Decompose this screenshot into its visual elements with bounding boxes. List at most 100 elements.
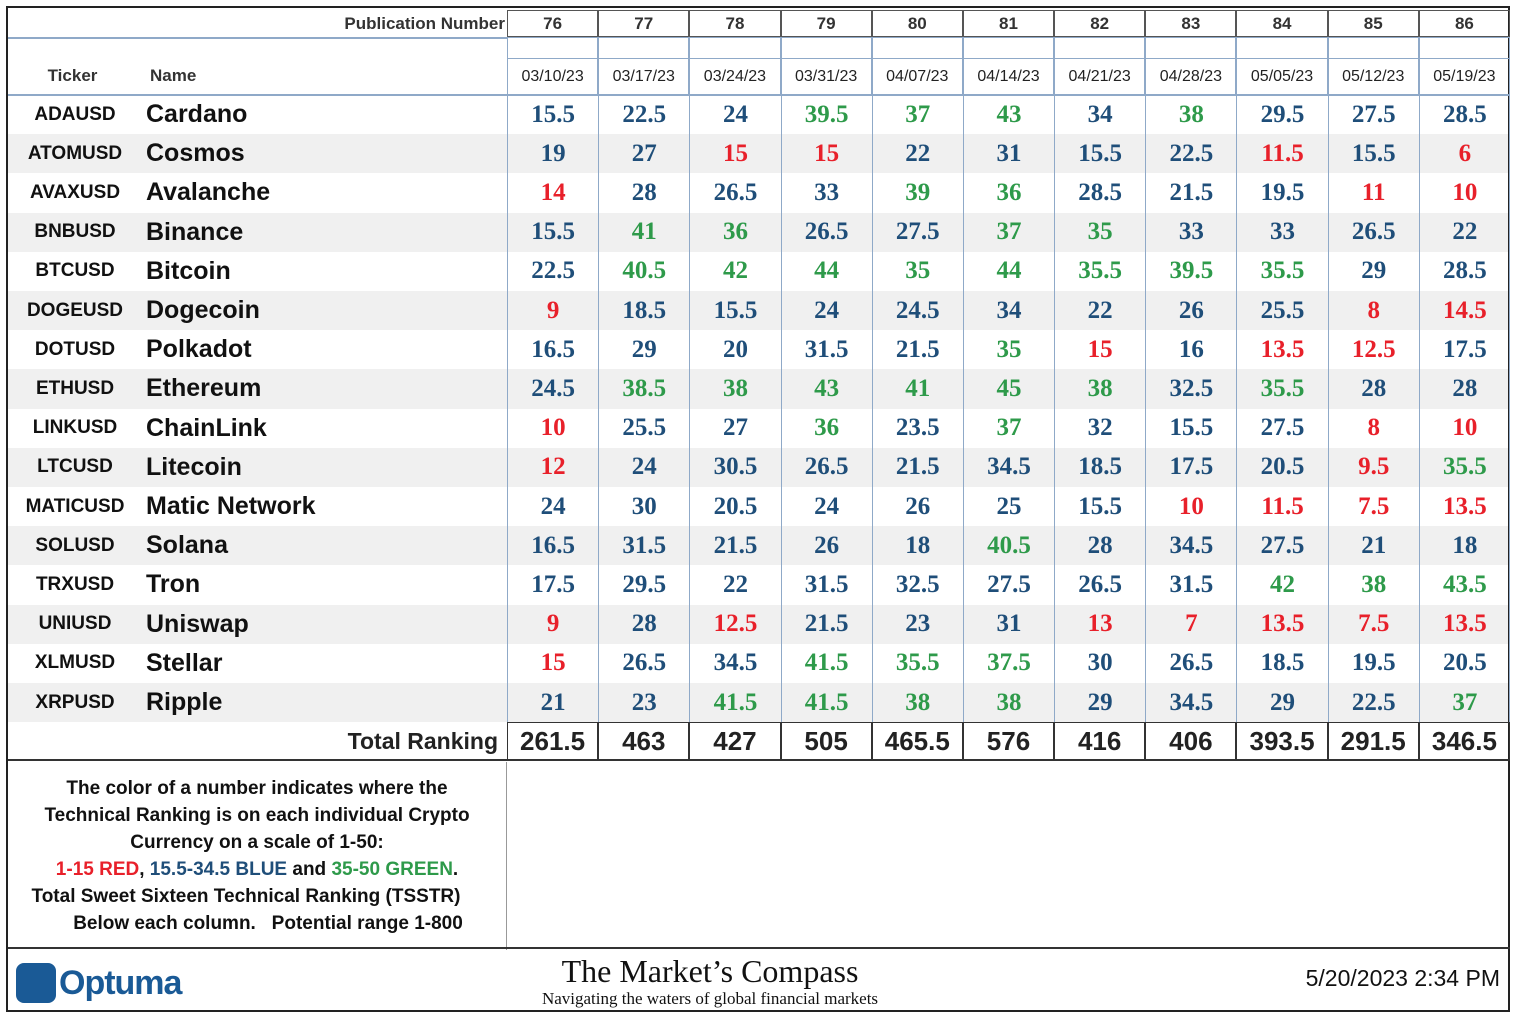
ticker: DOGEUSD [26, 299, 124, 321]
ranking-value: 21.5 [1145, 173, 1236, 213]
publication-number: 76 [507, 10, 599, 37]
ranking-value: 13 [1054, 604, 1145, 644]
ranking-value: 12 [507, 447, 598, 487]
ranking-value: 8 [1327, 291, 1419, 331]
ranking-value: 38 [1054, 369, 1145, 409]
ranking-value: 35 [962, 330, 1054, 370]
ticker: ATOMUSD [27, 142, 123, 164]
note-text: The color of a number indicates where th… [30, 775, 484, 937]
publication-number: 79 [780, 10, 872, 37]
ranking-value: 39.5 [1145, 251, 1236, 291]
ranking-value: 37 [871, 95, 963, 135]
ranking-value: 41.5 [689, 683, 780, 723]
ranking-value: 35 [1054, 212, 1145, 252]
ranking-value: 22 [871, 134, 963, 174]
ticker: LTCUSD [37, 456, 113, 478]
total-value: 291.5 [1327, 722, 1419, 761]
ranking-value: 20.5 [1236, 447, 1327, 487]
ranking-value: 12.5 [1327, 330, 1419, 370]
ranking-value: 11.5 [1236, 134, 1327, 174]
ranking-value: 26.5 [1054, 565, 1145, 605]
name-label: Name [150, 65, 197, 85]
scale-label: GREEN [385, 859, 453, 881]
scale-label: RED [99, 859, 140, 881]
ranking-value: 23 [598, 683, 689, 723]
name: Stellar [146, 648, 223, 677]
header-cell [689, 37, 781, 59]
row-band [8, 604, 1508, 644]
date: 03/17/23 [598, 58, 690, 95]
ranking-value: 13.5 [1418, 604, 1510, 644]
ranking-value: 40.5 [962, 526, 1054, 566]
ranking-value: 38 [962, 683, 1054, 723]
total-value: 465.5 [871, 722, 963, 761]
ranking-value: 22 [689, 565, 780, 605]
note: The color of a number indicates where th… [8, 762, 507, 951]
ranking-value: 34.5 [962, 447, 1054, 487]
ranking-value: 16.5 [507, 330, 598, 370]
ranking-value: 34 [1054, 95, 1145, 135]
row-band [8, 291, 1508, 331]
ticker: BTCUSD [35, 260, 115, 282]
ranking-value: 18.5 [1054, 447, 1145, 487]
ticker: XRPUSD [35, 691, 115, 713]
ranking-value: 25.5 [598, 408, 689, 448]
ranking-value: 11.5 [1236, 487, 1327, 527]
ranking-value: 29 [598, 330, 689, 370]
ranking-value: 44 [962, 251, 1054, 291]
name: Uniswap [146, 609, 249, 638]
ranking-value: 32 [1054, 408, 1145, 448]
ranking-value: 7.5 [1327, 487, 1419, 527]
ranking-value: 15.5 [1327, 134, 1419, 174]
ranking-value: 21 [1327, 526, 1419, 566]
scale-label: BLUE [235, 859, 288, 881]
name: Ripple [146, 688, 223, 717]
ranking-value: 35 [871, 251, 963, 291]
ranking-value: 16.5 [507, 526, 598, 566]
ranking-value: 21.5 [871, 447, 963, 487]
total-value: 576 [962, 722, 1055, 761]
publication-number: 81 [962, 10, 1055, 37]
ranking-value: 43 [780, 369, 872, 409]
ranking-value: 31.5 [1145, 565, 1236, 605]
logo: Optuma [16, 958, 196, 1008]
ranking-value: 40.5 [598, 251, 689, 291]
ranking-value: 34.5 [1145, 526, 1236, 566]
scale-range: 35-50 [331, 859, 381, 881]
header-rule [8, 94, 1510, 96]
name: Cardano [146, 100, 248, 129]
ticker: ADAUSD [34, 103, 116, 125]
ranking-value: 33 [1236, 212, 1327, 252]
ranking-value: 15.5 [507, 95, 598, 135]
name: Solana [146, 531, 228, 560]
ranking-value: 41.5 [780, 683, 872, 723]
total-value: 393.5 [1236, 722, 1328, 761]
date: 05/12/23 [1327, 58, 1419, 95]
ranking-value: 9.5 [1327, 447, 1419, 487]
ranking-value: 34.5 [1145, 683, 1236, 723]
ranking-value: 34 [962, 291, 1054, 331]
ranking-value: 26.5 [780, 447, 872, 487]
ranking-value: 29 [1054, 683, 1145, 723]
publication-number: 83 [1145, 10, 1237, 37]
ranking-value: 33 [1145, 212, 1236, 252]
ranking-value: 20.5 [1418, 643, 1510, 683]
ranking-value: 41.5 [780, 643, 872, 683]
ranking-value: 10 [507, 408, 598, 448]
ranking-value: 13.5 [1236, 604, 1327, 644]
ranking-value: 26 [1145, 291, 1236, 331]
ranking-value: 10 [1418, 173, 1510, 213]
ticker: SOLUSD [35, 534, 115, 556]
ranking-value: 26.5 [1145, 643, 1236, 683]
ranking-value: 42 [689, 251, 780, 291]
total-value: 416 [1054, 722, 1146, 761]
scale-range: 1-15 [55, 859, 94, 881]
total-rule [8, 759, 1510, 762]
ranking-value: 38 [871, 683, 963, 723]
ranking-value: 27.5 [962, 565, 1054, 605]
date: 05/19/23 [1418, 58, 1510, 95]
ranking-value: 26.5 [780, 212, 872, 252]
total-label: Total Ranking [347, 727, 498, 754]
ranking-value: 30.5 [689, 447, 780, 487]
